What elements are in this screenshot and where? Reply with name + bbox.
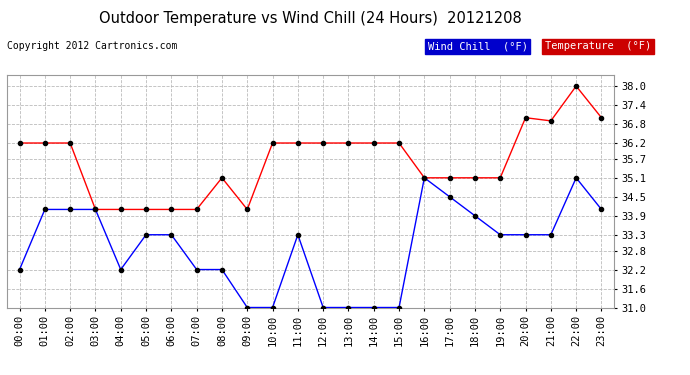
Text: Outdoor Temperature vs Wind Chill (24 Hours)  20121208: Outdoor Temperature vs Wind Chill (24 Ho… — [99, 11, 522, 26]
Text: Temperature  (°F): Temperature (°F) — [545, 41, 651, 51]
Text: Wind Chill  (°F): Wind Chill (°F) — [428, 41, 528, 51]
Text: Copyright 2012 Cartronics.com: Copyright 2012 Cartronics.com — [7, 41, 177, 51]
